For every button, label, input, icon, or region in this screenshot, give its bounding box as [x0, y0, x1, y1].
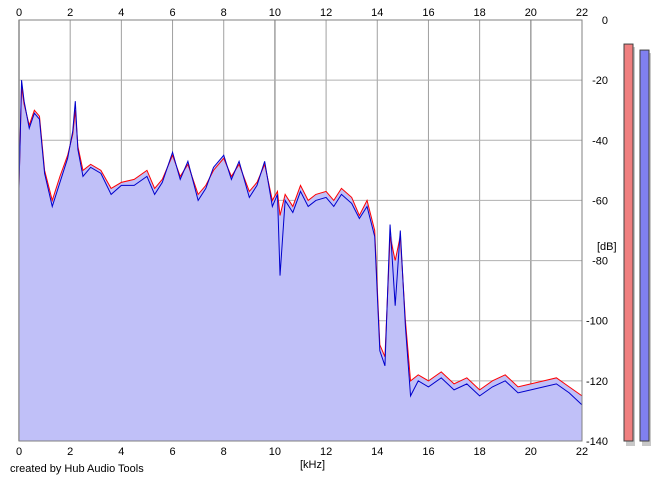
x-tick-label-top: 10	[269, 7, 281, 19]
x-tick-label-top: 6	[169, 7, 175, 19]
x-tick-labels-bottom: 0 2 4 6 8 10 12 14 16 18 20 22	[16, 446, 588, 458]
x-tick-label-bottom: 20	[525, 446, 537, 458]
spectrum-fill	[19, 80, 582, 442]
y-tick-label: -40	[592, 135, 608, 147]
x-tick-label-top: 22	[576, 7, 588, 19]
y-tick-label: -140	[586, 436, 608, 448]
y-tick-labels: 0 -20 -40 -60 -80 -100 -120 -140	[586, 15, 608, 448]
x-tick-label-top: 2	[67, 7, 73, 19]
x-tick-label-bottom: 0	[16, 446, 22, 458]
x-tick-label-top: 20	[525, 7, 537, 19]
x-tick-label-top: 16	[422, 7, 434, 19]
x-tick-label-top: 8	[221, 7, 227, 19]
x-tick-label-bottom: 22	[576, 446, 588, 458]
x-tick-label-bottom: 10	[269, 446, 281, 458]
y-tick-label: -80	[592, 256, 608, 268]
x-axis-label: [kHz]	[300, 459, 325, 471]
y-tick-label: -60	[592, 195, 608, 207]
y-tick-label: 0	[602, 15, 608, 27]
plot-frame	[18, 19, 583, 442]
x-tick-label-bottom: 6	[169, 446, 175, 458]
x-tick-label-bottom: 16	[422, 446, 434, 458]
x-tick-label-bottom: 4	[118, 446, 124, 458]
x-tick-label-bottom: 12	[320, 446, 332, 458]
x-tick-label-top: 18	[474, 7, 486, 19]
x-tick-labels-top: 0 2 4 6 8 10 12 14 16 18 20 22	[16, 7, 588, 19]
level-meter-right	[639, 49, 650, 442]
x-tick-label-top: 4	[118, 7, 124, 19]
series-line-1	[18, 80, 583, 406]
level-meter-left	[623, 43, 634, 442]
y-tick-label: -20	[592, 75, 608, 87]
credit-text: created by Hub Audio Tools	[10, 463, 144, 475]
x-tick-label-top: 14	[371, 7, 383, 19]
spectrum-lines	[18, 80, 583, 406]
x-tick-label-bottom: 18	[474, 446, 486, 458]
x-tick-label-bottom: 8	[221, 446, 227, 458]
x-tick-label-bottom: 14	[371, 446, 383, 458]
y-axis-label: [dB]	[597, 241, 617, 253]
x-tick-label-top: 12	[320, 7, 332, 19]
spectrum-area	[19, 80, 582, 442]
x-tick-label-top: 0	[16, 7, 22, 19]
level-meters	[623, 43, 651, 447]
y-tick-label: -120	[586, 376, 608, 388]
x-tick-label-bottom: 2	[67, 446, 73, 458]
y-tick-label: -100	[586, 316, 608, 328]
